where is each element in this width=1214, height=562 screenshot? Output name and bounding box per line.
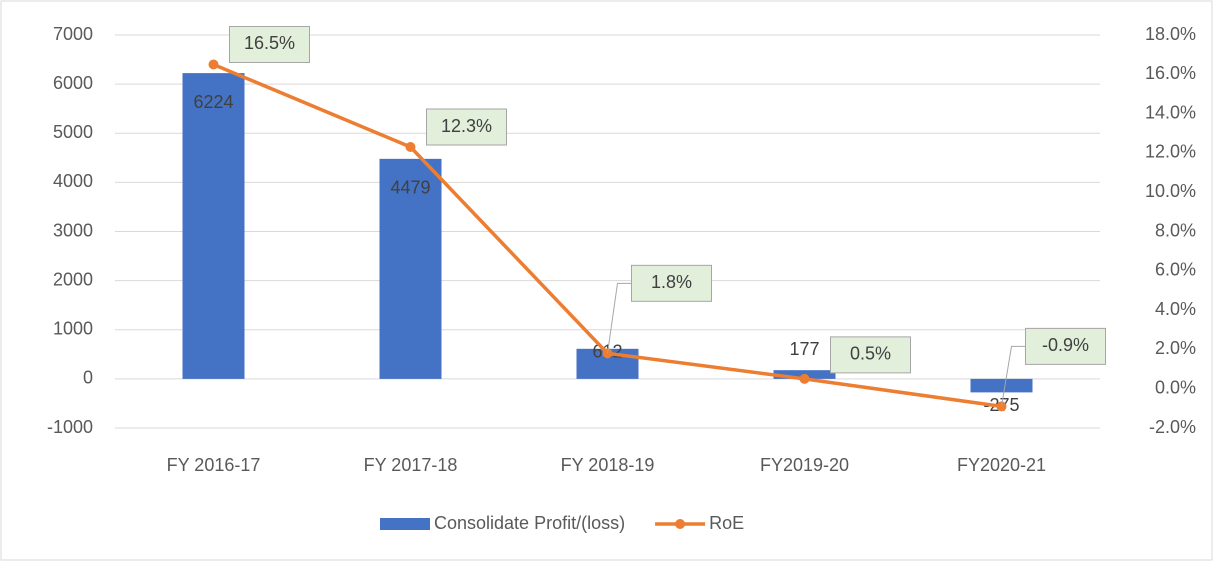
- line-value-label: 1.8%: [651, 272, 692, 292]
- y2-tick-label: 4.0%: [1155, 299, 1196, 319]
- bar: [182, 73, 245, 379]
- data-label-box: [1025, 327, 1106, 365]
- data-label-box: [830, 336, 911, 374]
- bar: [379, 158, 442, 379]
- y2-tick-label: 18.0%: [1145, 24, 1196, 44]
- y-tick-label: 1000: [53, 319, 93, 339]
- legend-label: Consolidate Profit/(loss): [434, 513, 625, 533]
- x-tick-label: FY 2017-18: [364, 455, 458, 475]
- y-tick-label: -1000: [47, 417, 93, 437]
- legend-swatch: [380, 518, 430, 530]
- y2-tick-label: 10.0%: [1145, 181, 1196, 201]
- x-tick-label: FY2019-20: [760, 455, 849, 475]
- y2-tick-label: 16.0%: [1145, 63, 1196, 83]
- bar-value-label: 177: [789, 339, 819, 359]
- y-tick-label: 4000: [53, 171, 93, 191]
- line-value-label: 0.5%: [850, 344, 891, 364]
- leader-line: [607, 282, 632, 354]
- y2-tick-label: 14.0%: [1145, 102, 1196, 122]
- y-tick-label: 3000: [53, 220, 93, 240]
- y-tick-label: 6000: [53, 73, 93, 93]
- y2-tick-label: 0.0%: [1155, 377, 1196, 397]
- y-tick-label: 5000: [53, 122, 93, 142]
- line-marker: [208, 59, 219, 70]
- data-label-box: [631, 264, 712, 302]
- x-tick-label: FY 2018-19: [561, 455, 655, 475]
- line-marker: [799, 373, 810, 384]
- y-tick-label: 7000: [53, 24, 93, 44]
- x-tick-label: FY 2016-17: [167, 455, 261, 475]
- line-value-label: 16.5%: [244, 33, 295, 53]
- line-value-label: 12.3%: [441, 116, 492, 136]
- data-label-box: [229, 25, 310, 63]
- legend-label: RoE: [709, 513, 744, 533]
- bar-value-label: 6224: [193, 92, 233, 112]
- y2-tick-label: 12.0%: [1145, 142, 1196, 162]
- line-value-label: -0.9%: [1042, 335, 1089, 355]
- y2-tick-label: 6.0%: [1155, 260, 1196, 280]
- y-tick-label: 0: [83, 368, 93, 388]
- y2-tick-label: 2.0%: [1155, 338, 1196, 358]
- y-tick-label: 2000: [53, 269, 93, 289]
- x-tick-label: FY2020-21: [957, 455, 1046, 475]
- data-label-box: [426, 108, 507, 146]
- bar: [970, 378, 1033, 393]
- y2-tick-label: -2.0%: [1149, 417, 1196, 437]
- leader-line: [1001, 345, 1026, 407]
- y2-tick-label: 8.0%: [1155, 220, 1196, 240]
- legend-marker: [675, 519, 686, 529]
- bar-value-label: 4479: [390, 178, 430, 198]
- line-marker: [405, 142, 416, 153]
